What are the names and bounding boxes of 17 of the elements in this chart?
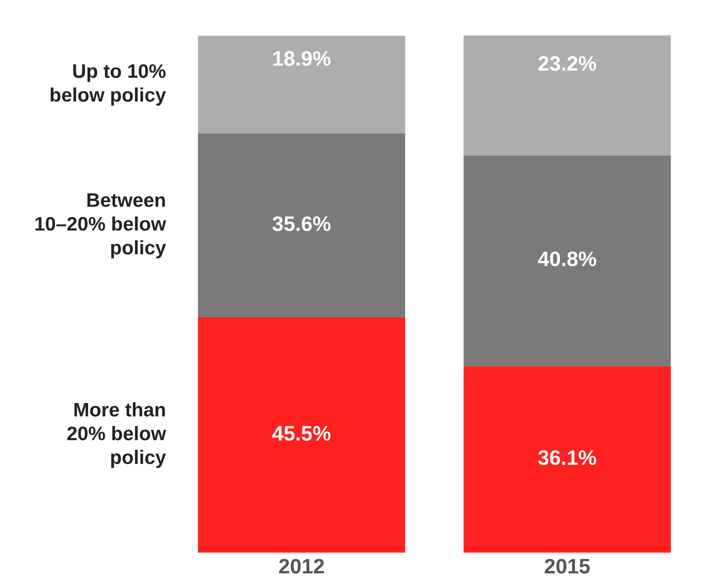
data-label: 36.1% bbox=[538, 450, 596, 466]
data-label: 18.9% bbox=[273, 51, 331, 66]
data-label: 35.6% bbox=[272, 216, 331, 232]
data-label: 23.2% bbox=[538, 56, 596, 71]
x-tick-label: 2012 bbox=[279, 558, 324, 574]
bar bbox=[198, 133, 406, 318]
bar bbox=[464, 35, 671, 156]
series-label: Up to 10% below policy bbox=[50, 64, 166, 106]
bar bbox=[198, 36, 406, 134]
series-label: More than 20% below policy bbox=[67, 402, 166, 468]
data-label: 40.8% bbox=[538, 252, 596, 266]
series-label: Between 10–20% below policy bbox=[35, 193, 166, 258]
bar bbox=[464, 155, 671, 366]
bar bbox=[464, 366, 671, 553]
data-label: 45.5% bbox=[272, 426, 331, 441]
bar bbox=[198, 318, 406, 553]
x-tick-label: 2015 bbox=[544, 558, 590, 574]
